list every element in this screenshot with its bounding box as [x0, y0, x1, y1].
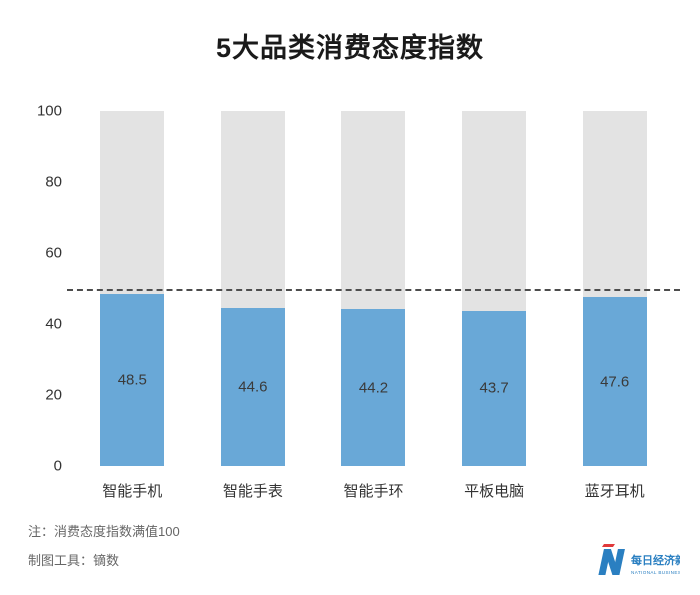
category-label: 蓝牙耳机: [584, 483, 645, 500]
y-axis: 0 20 40 60 80 100: [26, 104, 62, 474]
bar: 44.2: [341, 309, 406, 466]
bar-value-label: 44.6: [238, 378, 268, 396]
bar: 47.6: [582, 297, 647, 466]
bar: 43.7: [462, 310, 527, 466]
bar-value-label: 44.2: [358, 379, 389, 397]
y-tick-label: 80: [45, 173, 62, 191]
nbd-logo: 每日经济新闻 NATIONAL BUSINESS DAILY: [598, 544, 680, 575]
bar-column: 48.5 智能手机: [100, 111, 165, 501]
nbd-logo-en-text: NATIONAL BUSINESS DAILY: [631, 570, 680, 575]
bar-chart: 0 20 40 60 80 100 48.5 智能手机 44.6 智能手表 44.2 智能手环 43.…: [0, 104, 700, 503]
bar: 44.6: [220, 307, 285, 466]
bar: 48.5: [100, 293, 165, 466]
nbd-logo-n-icon: [598, 544, 625, 575]
bar-value-label: 47.6: [600, 373, 630, 391]
category-label: 平板电脑: [464, 483, 525, 500]
nbd-logo-cn-text: 每日经济新闻: [631, 553, 680, 567]
bar-column: 44.6 智能手表: [220, 111, 285, 501]
category-label: 智能手机: [102, 483, 163, 500]
bar-column: 43.7 平板电脑: [462, 111, 527, 501]
footer: 制图工具：镝数 每日经济新闻 NATIONAL BUSINESS DAILY: [28, 537, 680, 581]
y-tick-label: 20: [45, 386, 62, 404]
bar-value-label: 43.7: [479, 379, 509, 397]
plot-area: 48.5 智能手机 44.6 智能手表 44.2 智能手环 43.7 平板电脑 47.6 蓝牙耳机: [67, 111, 680, 503]
chart-note: 注：消费态度指数满值100: [28, 524, 180, 539]
reference-line: [67, 288, 680, 291]
bar-column: 47.6 蓝牙耳机: [582, 111, 647, 501]
bar-column: 44.2 智能手环: [341, 111, 406, 501]
category-label: 智能手表: [222, 483, 283, 500]
y-tick-label: 40: [45, 315, 62, 333]
tool-credit: 制图工具：镝数: [28, 552, 120, 568]
chart-title: 5大品类消费态度指数: [215, 33, 485, 63]
category-label: 智能手环: [343, 483, 404, 500]
y-tick-label: 100: [36, 102, 62, 120]
y-tick-label: 0: [53, 457, 62, 475]
y-tick-label: 60: [45, 244, 62, 262]
bar-value-label: 48.5: [117, 371, 147, 389]
